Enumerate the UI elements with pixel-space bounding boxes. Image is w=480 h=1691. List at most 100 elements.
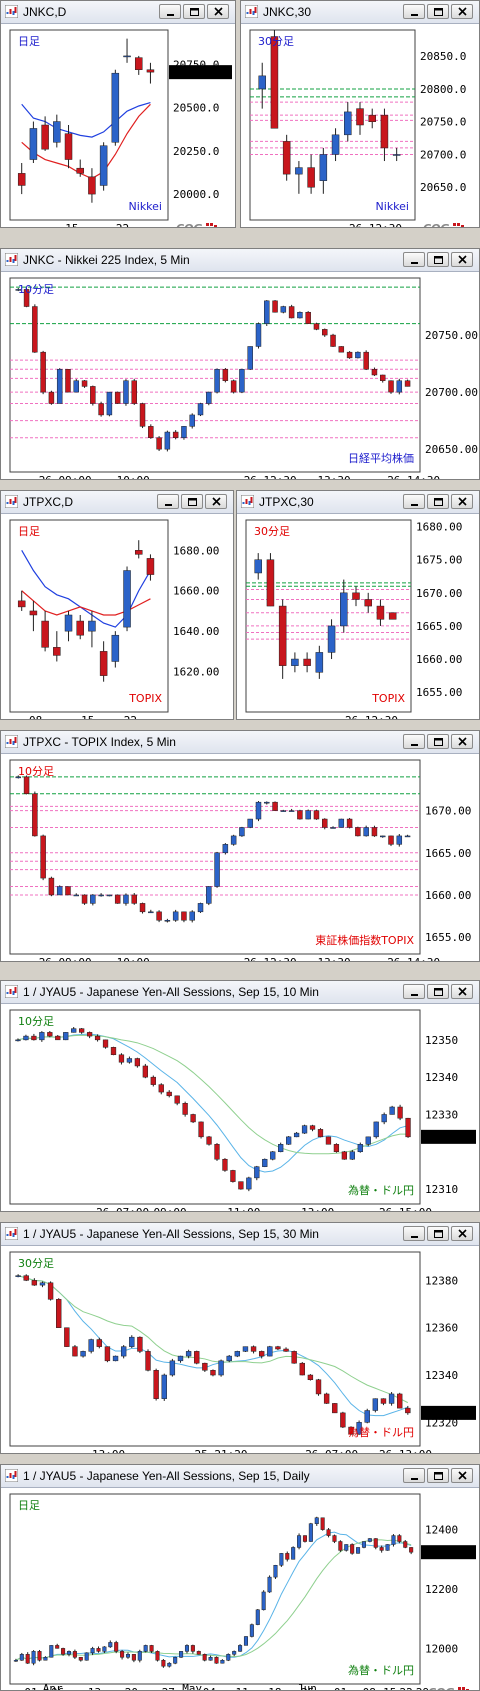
candle bbox=[282, 141, 291, 175]
chart-app-icon bbox=[5, 5, 18, 18]
minimize-button[interactable] bbox=[157, 494, 179, 509]
restore-button[interactable] bbox=[427, 1226, 449, 1241]
chart-window-c2[interactable]: JNKC,30 20850.0 20800.0 20750.0 20700.0 20650… bbox=[240, 0, 480, 228]
chart-window-c3[interactable]: JNKC - Nikkei 225 Index, 5 Min 20750.00 20… bbox=[0, 248, 480, 480]
title-bar[interactable]: 1 / JYAU5 - Japanese Yen-All Sessions, S… bbox=[1, 1223, 479, 1246]
period-label: 30分足 bbox=[254, 525, 290, 538]
restore-button[interactable] bbox=[183, 4, 205, 19]
candle bbox=[305, 311, 311, 324]
restore-button[interactable] bbox=[427, 252, 449, 267]
candle bbox=[333, 1144, 340, 1153]
candle bbox=[146, 69, 155, 73]
chart-canvas[interactable]: 1670.00 1665.00 1660.00 1655.00 26-09:00 10:0… bbox=[1, 753, 479, 961]
candle bbox=[198, 1121, 204, 1138]
close-button[interactable] bbox=[451, 1468, 473, 1483]
title-bar[interactable]: JTPXC,30 bbox=[237, 491, 479, 514]
minimize-button[interactable] bbox=[403, 1226, 425, 1241]
minimize-button[interactable] bbox=[159, 4, 181, 19]
candle bbox=[388, 612, 397, 620]
candle bbox=[346, 351, 353, 359]
candle bbox=[319, 154, 328, 181]
minimize-button[interactable] bbox=[403, 252, 425, 267]
chart-canvas[interactable]: 1680.00 1675.00 1670.00 1665.00 1660.00 1655.… bbox=[237, 513, 479, 719]
close-button[interactable] bbox=[451, 494, 473, 509]
x-tick-label: 08 bbox=[29, 714, 42, 719]
x-tick-label: 13:00 bbox=[92, 1448, 125, 1453]
candle bbox=[179, 1651, 184, 1658]
candle bbox=[280, 306, 287, 313]
restore-button[interactable] bbox=[427, 984, 449, 999]
close-button[interactable] bbox=[451, 1226, 473, 1241]
chart-window-c9[interactable]: 1 / JYAU5 - Japanese Yen-All Sessions, S… bbox=[0, 1464, 480, 1691]
candle bbox=[123, 55, 131, 58]
candle bbox=[320, 1517, 325, 1530]
chart-window-c4[interactable]: JTPXC,D 1680.00 1660.00 1640.00 1620.00 08 15 2… bbox=[0, 490, 234, 720]
chart-canvas[interactable]: 20750.00 20700.00 20650.00 26-09:00 10:00 26-… bbox=[1, 271, 479, 479]
candle bbox=[344, 111, 352, 136]
title-bar[interactable]: JTPXC - TOPIX Index, 5 Min bbox=[1, 731, 479, 754]
candle bbox=[226, 1355, 232, 1362]
chart-canvas[interactable]: 1238012360123401232013:0025-21:2026-07:0… bbox=[1, 1245, 479, 1453]
restore-button[interactable] bbox=[427, 4, 449, 19]
minimize-button[interactable] bbox=[403, 734, 425, 749]
candle bbox=[379, 1547, 384, 1551]
last-price-label: 20706.1 bbox=[172, 66, 218, 79]
x-tick-label: 26-12:30 bbox=[244, 956, 297, 961]
chart-window-c6[interactable]: JTPXC - TOPIX Index, 5 Min 1670.00 1665.00… bbox=[0, 730, 480, 962]
candle bbox=[49, 1645, 54, 1658]
restore-button[interactable] bbox=[427, 734, 449, 749]
x-tick-label: 27 bbox=[162, 1686, 175, 1690]
restore-button[interactable] bbox=[427, 494, 449, 509]
chart-window-c7[interactable]: 1 / JYAU5 - Japanese Yen-All Sessions, S… bbox=[0, 980, 480, 1212]
candle bbox=[364, 599, 372, 607]
close-icon bbox=[458, 7, 467, 16]
close-button[interactable] bbox=[205, 494, 227, 509]
x-tick-label: 15 bbox=[81, 714, 94, 719]
minimize-icon bbox=[411, 504, 418, 506]
candle bbox=[226, 1654, 231, 1661]
title-bar[interactable]: JTPXC,D bbox=[1, 491, 233, 514]
chart-window-c5[interactable]: JTPXC,30 1680.00 1675.00 1670.00 1665.00 1660… bbox=[236, 490, 480, 720]
candle bbox=[392, 154, 401, 156]
candle bbox=[355, 351, 361, 359]
chart-window-c8[interactable]: 1 / JYAU5 - Japanese Yen-All Sessions, S… bbox=[0, 1222, 480, 1454]
title-bar[interactable]: JNKC,D bbox=[1, 1, 235, 24]
candle bbox=[254, 1166, 260, 1179]
candle bbox=[99, 651, 108, 676]
candle bbox=[380, 114, 389, 149]
close-button[interactable] bbox=[451, 252, 473, 267]
candle bbox=[189, 414, 195, 427]
close-button[interactable] bbox=[451, 984, 473, 999]
candle bbox=[249, 1624, 254, 1637]
minimize-button[interactable] bbox=[403, 4, 425, 19]
instrument-label: TOPIX bbox=[128, 692, 162, 705]
title-bar[interactable]: JNKC - Nikkei 225 Index, 5 Min bbox=[1, 249, 479, 272]
candle bbox=[114, 894, 121, 904]
x-tick-label: 10:00 bbox=[117, 956, 150, 961]
candle bbox=[81, 380, 88, 387]
close-button[interactable] bbox=[207, 4, 229, 19]
close-icon bbox=[458, 737, 467, 746]
close-button[interactable] bbox=[451, 734, 473, 749]
chart-canvas[interactable]: 12350 12340 12330 12310 26-07:00 09:00 11:00 13… bbox=[1, 1003, 479, 1211]
title-bar[interactable]: 1 / JYAU5 - Japanese Yen-All Sessions, S… bbox=[1, 1465, 479, 1488]
candle bbox=[80, 1351, 86, 1357]
chart-canvas[interactable]: 1680.00 1660.00 1640.00 1620.00 08 15 22 日足 TOPI… bbox=[1, 513, 233, 719]
close-button[interactable] bbox=[451, 4, 473, 19]
candle bbox=[313, 323, 320, 330]
title-bar[interactable]: 1 / JYAU5 - Japanese Yen-All Sessions, S… bbox=[1, 981, 479, 1004]
minimize-button[interactable] bbox=[403, 1468, 425, 1483]
y-tick-label: 12310 bbox=[425, 1183, 458, 1196]
candle bbox=[317, 1129, 324, 1138]
candle bbox=[56, 369, 63, 404]
chart-canvas[interactable]: 12400 12200 12000 Apr 01 06 13 20 27 May04 11 18 25J… bbox=[1, 1487, 479, 1690]
minimize-button[interactable] bbox=[403, 494, 425, 509]
candle bbox=[363, 351, 369, 370]
restore-button[interactable] bbox=[181, 494, 203, 509]
minimize-button[interactable] bbox=[403, 984, 425, 999]
restore-button[interactable] bbox=[427, 1468, 449, 1483]
title-bar[interactable]: JNKC,30 bbox=[241, 1, 479, 24]
chart-canvas[interactable]: 20850.0 20800.0 20750.0 20700.0 20650.0 26-12… bbox=[241, 23, 479, 227]
chart-canvas[interactable]: 20750.020500.020250.020000.0152220706.1日… bbox=[1, 23, 235, 227]
chart-window-c1[interactable]: JNKC,D20750.020500.020250.020000.0152220… bbox=[0, 0, 236, 228]
